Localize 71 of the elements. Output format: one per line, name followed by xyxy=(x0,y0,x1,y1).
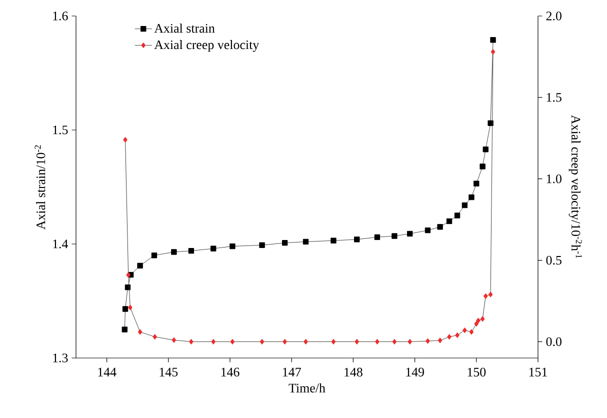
point xyxy=(137,262,143,268)
point xyxy=(151,252,158,258)
point xyxy=(462,202,468,208)
y-tick-label: 1.6 xyxy=(53,12,68,20)
point xyxy=(438,338,442,344)
point xyxy=(331,338,336,345)
point xyxy=(392,338,397,345)
y-tick-label: 1.4 xyxy=(53,240,68,248)
point xyxy=(490,48,496,55)
point xyxy=(211,338,216,345)
y2-tick-label: 2.0 xyxy=(546,12,562,20)
x-tick-label: 147 xyxy=(283,368,301,376)
point xyxy=(259,242,265,248)
point xyxy=(476,318,480,324)
point xyxy=(260,338,264,345)
y2-axis-title: Axial creep velocity/10$^{-2}$h$^{-1}$ xyxy=(568,115,582,258)
point xyxy=(230,338,235,345)
legend-label: Axial strain xyxy=(154,24,215,33)
point xyxy=(482,146,488,152)
point xyxy=(446,218,452,224)
x-tick-label: 150 xyxy=(468,368,486,377)
point xyxy=(490,37,496,43)
point xyxy=(188,248,194,254)
x-tick-label: 151 xyxy=(529,368,547,376)
x-tick-label: 145 xyxy=(160,368,178,376)
point xyxy=(488,292,493,298)
y2-tick-label: 0.0 xyxy=(546,337,562,346)
point xyxy=(210,246,216,252)
point xyxy=(480,316,485,322)
point xyxy=(424,227,431,234)
point xyxy=(437,224,443,230)
y-tick-label: 1.3 xyxy=(53,354,68,362)
point xyxy=(230,243,236,250)
point xyxy=(354,338,360,345)
point xyxy=(483,293,488,299)
point xyxy=(374,234,380,240)
y2-tick-label: 1.0 xyxy=(546,174,562,184)
legend-label: Axial creep velocity xyxy=(154,40,260,52)
x-axis-title: Time/h xyxy=(288,383,326,392)
point xyxy=(354,236,360,242)
point xyxy=(474,180,480,186)
point xyxy=(330,238,336,244)
point xyxy=(302,238,309,245)
point xyxy=(126,272,131,278)
point xyxy=(488,120,494,126)
point xyxy=(171,249,177,255)
point xyxy=(454,212,460,218)
point xyxy=(282,338,288,345)
point xyxy=(128,304,132,310)
y2-tick-label: 1.5 xyxy=(546,93,562,102)
point xyxy=(407,230,413,237)
point xyxy=(474,320,479,327)
point xyxy=(122,306,128,312)
point xyxy=(152,334,158,340)
point xyxy=(392,233,398,239)
point xyxy=(172,337,176,343)
point xyxy=(469,329,474,335)
point xyxy=(138,329,142,335)
x-tick-label: 149 xyxy=(406,368,424,376)
point xyxy=(468,194,474,200)
point xyxy=(122,326,128,332)
point xyxy=(408,338,412,345)
x-tick-label: 146 xyxy=(221,368,240,376)
x-tick-label: 144 xyxy=(98,368,116,376)
x-tick-label: 148 xyxy=(344,368,362,377)
y-axis-title: Axial strain/10$^{-2}$ xyxy=(34,145,46,230)
y2-tick-label: 0.5 xyxy=(546,256,562,265)
point xyxy=(426,338,430,344)
point xyxy=(282,240,288,246)
y-tick-label: 1.5 xyxy=(53,126,68,134)
point xyxy=(480,164,486,170)
